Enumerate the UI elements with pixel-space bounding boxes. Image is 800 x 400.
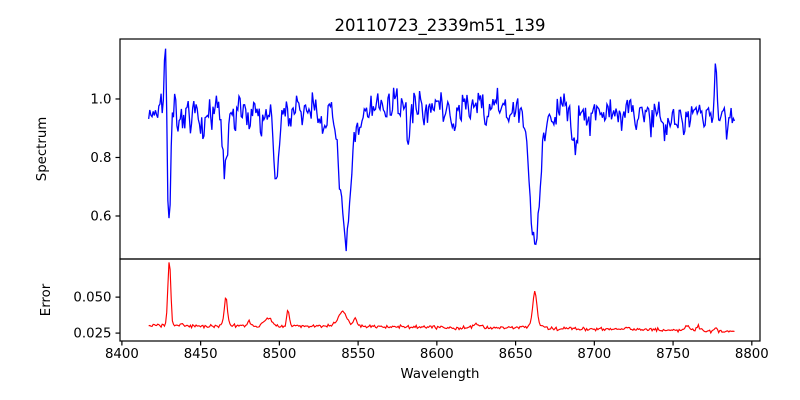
x-tick-label: 8800 — [735, 347, 769, 362]
x-tick-label: 8500 — [262, 347, 296, 362]
x-tick-label: 8650 — [499, 347, 533, 362]
x-tick-label: 8450 — [184, 347, 218, 362]
error-plot-border — [119, 258, 761, 342]
x-axis-label: Wavelength — [401, 367, 480, 382]
x-tick-label: 8550 — [341, 347, 375, 362]
error-y-tick-label: 0.025 — [73, 327, 111, 342]
chart-title: 20110723_2339m51_139 — [334, 16, 545, 36]
x-tick-label: 8700 — [577, 347, 611, 362]
error-y-tick-label: 0.050 — [73, 291, 111, 306]
spectrum-plot-border — [119, 38, 761, 260]
y-axis-label-spectrum: Spectrum — [35, 117, 50, 181]
axis-ticks: 1.0 0.8 0.6 0.050 0.025 8400 8450 8500 8550 8600 8… — [73, 93, 768, 362]
spectrum-line — [148, 48, 736, 252]
spectrum-y-tick-label: 0.8 — [90, 151, 111, 166]
x-tick-label: 8400 — [105, 347, 139, 362]
error-line — [148, 262, 735, 335]
x-tick-label: 8600 — [420, 347, 454, 362]
y-axis-label-error: Error — [39, 283, 54, 316]
spectrum-y-tick-label: 0.6 — [90, 210, 111, 225]
x-tick-label: 8750 — [656, 347, 690, 362]
spectrum-y-tick-label: 1.0 — [90, 93, 111, 108]
